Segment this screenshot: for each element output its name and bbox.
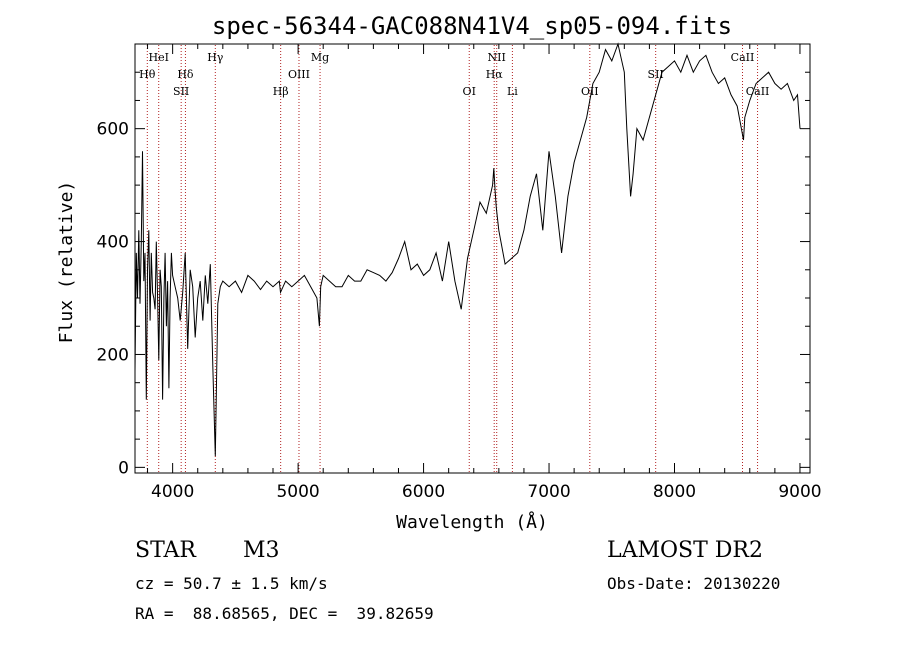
object-class: STAR xyxy=(135,538,196,563)
x-axis-label: Wavelength (Å) xyxy=(396,511,548,533)
x-tick-label: 7000 xyxy=(527,482,570,502)
y-tick-label: 200 xyxy=(97,345,129,365)
chart-title: spec-56344-GAC088N41V4_sp05-094.fits xyxy=(212,12,732,40)
y-axis-label: Flux (relative) xyxy=(56,181,77,344)
x-axis: 4000 5000 6000 7000 8000 9000 xyxy=(147,44,822,502)
x-tick-label: 4000 xyxy=(151,482,194,502)
emission-line-label: SII xyxy=(173,85,189,98)
x-tick-label: 9000 xyxy=(778,482,821,502)
emission-line-label: Hθ xyxy=(139,68,156,81)
x-tick-label: 8000 xyxy=(653,482,696,502)
emission-line-label: Mg xyxy=(311,51,329,64)
survey-name: LAMOST DR2 xyxy=(607,538,763,563)
emission-line-label: HeI xyxy=(148,51,168,64)
emission-line-label: NII xyxy=(488,51,506,64)
obs-date: Obs-Date: 20130220 xyxy=(607,574,781,593)
y-tick-label: 600 xyxy=(97,120,129,140)
redshift-text: cz = 50.7 ± 1.5 km/s xyxy=(135,574,328,593)
x-tick-label: 6000 xyxy=(402,482,445,502)
plot-frame xyxy=(134,43,811,474)
emission-line-label: Hγ xyxy=(207,51,224,64)
emission-line-label: Hδ xyxy=(177,68,194,81)
emission-line-label: CaII xyxy=(746,85,770,98)
emission-line-label: OIII xyxy=(288,68,310,81)
y-axis: 0 200 400 600 xyxy=(97,43,810,478)
emission-line-label: SII xyxy=(648,68,664,81)
emission-line-label: Li xyxy=(507,85,518,98)
object-subclass: M3 xyxy=(243,538,280,563)
x-tick-label: 5000 xyxy=(276,482,319,502)
coordinates: RA = 88.68565, DEC = 39.82659 xyxy=(135,604,434,623)
emission-line-label: OI xyxy=(463,85,476,98)
y-tick-label: 400 xyxy=(97,233,129,253)
emission-line-label: CaII xyxy=(731,51,755,64)
emission-line-label: Hα xyxy=(486,68,504,81)
emission-line-label: OII xyxy=(581,85,599,98)
emission-line-label: Hβ xyxy=(273,85,289,98)
y-tick-label: 0 xyxy=(118,458,129,478)
spectrum-line xyxy=(134,42,801,457)
